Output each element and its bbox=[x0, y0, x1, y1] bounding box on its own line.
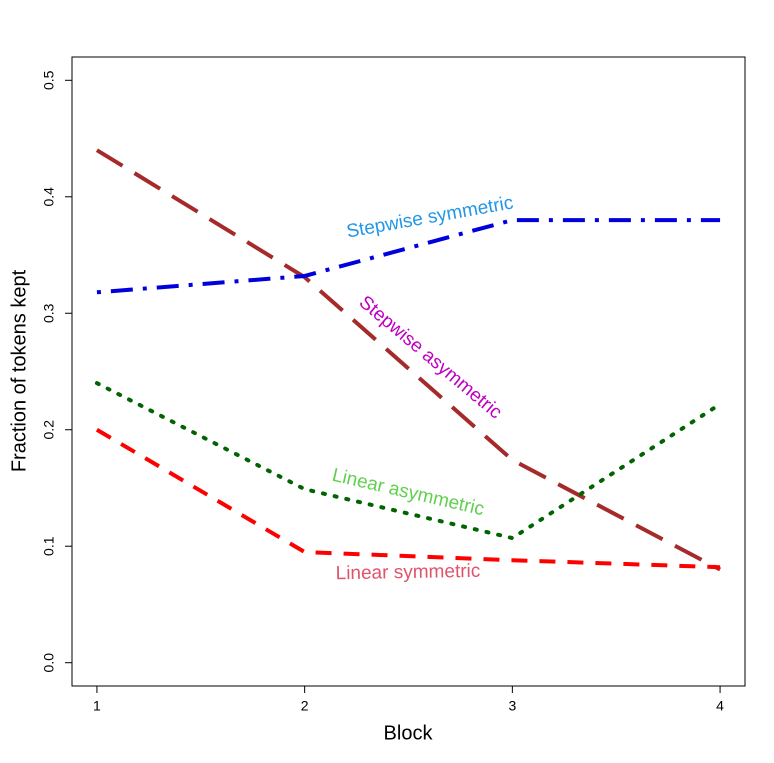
y-tick-label: 0.0 bbox=[41, 653, 57, 673]
y-tick-label: 0.3 bbox=[41, 303, 57, 323]
y-tick-label: 0.5 bbox=[41, 70, 57, 90]
series-label: Linear symmetric bbox=[335, 561, 480, 585]
series-line bbox=[95, 428, 721, 570]
x-tick-label: 3 bbox=[508, 698, 516, 714]
series-label: Stepwise asymmetric bbox=[355, 292, 506, 423]
y-tick-label: 0.4 bbox=[41, 187, 57, 207]
x-tick-label: 2 bbox=[301, 698, 309, 714]
x-tick-label: 1 bbox=[93, 698, 101, 714]
y-tick-label: 0.2 bbox=[41, 420, 57, 440]
series-line bbox=[94, 381, 723, 541]
series-line bbox=[95, 148, 722, 572]
plot-box bbox=[71, 56, 746, 687]
y-axis-title: Fraction of tokens kept bbox=[8, 269, 30, 472]
series-line bbox=[96, 218, 721, 295]
series-label: Stepwise symmetric bbox=[345, 193, 515, 243]
x-axis-title: Block bbox=[384, 722, 434, 744]
y-tick-label: 0.1 bbox=[41, 536, 57, 556]
x-tick-label: 4 bbox=[716, 698, 724, 714]
